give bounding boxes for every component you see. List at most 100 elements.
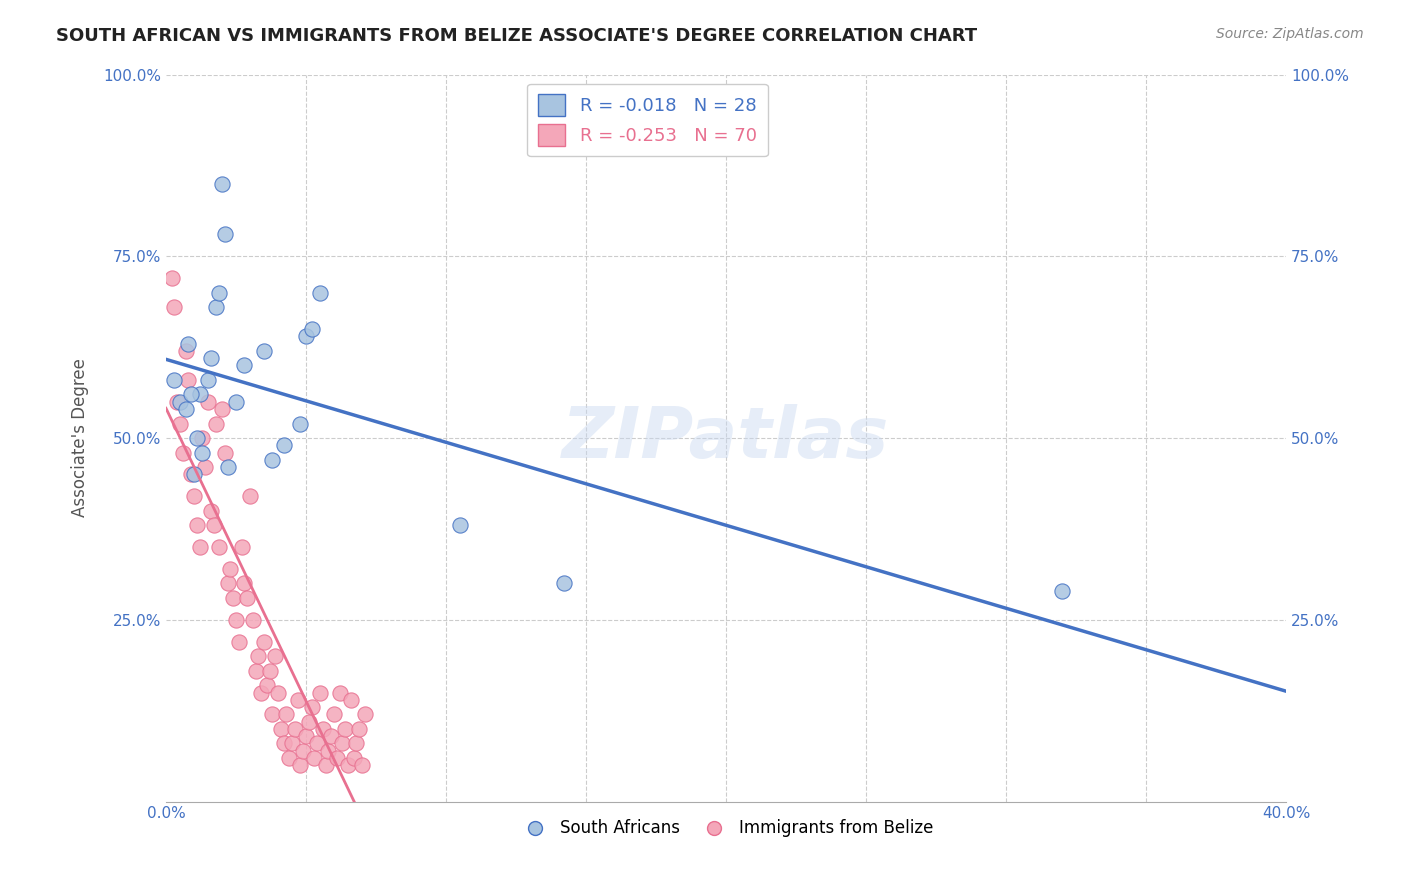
Legend: South Africans, Immigrants from Belize: South Africans, Immigrants from Belize: [512, 813, 939, 844]
Y-axis label: Associate's Degree: Associate's Degree: [72, 359, 89, 517]
Point: [290, 758, 312, 772]
Point: [160, 271, 183, 285]
Point: [177, 373, 200, 387]
Point: [250, 685, 273, 699]
Point: [256, 678, 278, 692]
Point: [1050, 583, 1073, 598]
Point: [321, 729, 343, 743]
Point: [332, 736, 354, 750]
Point: [180, 387, 202, 401]
Point: [228, 634, 250, 648]
Point: [326, 751, 349, 765]
Point: [180, 467, 202, 482]
Point: [231, 540, 253, 554]
Point: [553, 576, 575, 591]
Point: [186, 431, 208, 445]
Point: [262, 453, 284, 467]
Point: [259, 664, 281, 678]
Point: [225, 613, 247, 627]
Point: [323, 707, 346, 722]
Point: [205, 300, 228, 314]
Point: [301, 322, 323, 336]
Point: [309, 685, 332, 699]
Point: [264, 649, 287, 664]
Point: [233, 576, 256, 591]
Point: [267, 685, 290, 699]
Point: [208, 540, 231, 554]
Point: [208, 285, 231, 300]
Point: [287, 693, 309, 707]
Point: [219, 562, 242, 576]
Point: [166, 394, 188, 409]
Point: [211, 401, 233, 416]
Point: [295, 329, 318, 343]
Point: [318, 744, 340, 758]
Point: [191, 431, 214, 445]
Point: [350, 758, 373, 772]
Point: [233, 359, 256, 373]
Point: [172, 445, 194, 459]
Point: [344, 736, 367, 750]
Point: [197, 373, 219, 387]
Point: [163, 373, 186, 387]
Point: [188, 387, 211, 401]
Point: [273, 736, 295, 750]
Point: [253, 343, 276, 358]
Point: [347, 722, 370, 736]
Point: [284, 722, 307, 736]
Point: [307, 736, 329, 750]
Point: [183, 467, 205, 482]
Point: [253, 634, 276, 648]
Point: [270, 722, 292, 736]
Point: [315, 758, 337, 772]
Point: [245, 664, 267, 678]
Point: [217, 576, 239, 591]
Text: Source: ZipAtlas.com: Source: ZipAtlas.com: [1216, 27, 1364, 41]
Point: [214, 227, 236, 242]
Point: [290, 417, 312, 431]
Point: [278, 751, 301, 765]
Point: [163, 300, 186, 314]
Text: ZIPatlas: ZIPatlas: [562, 403, 890, 473]
Point: [225, 394, 247, 409]
Point: [339, 693, 361, 707]
Point: [217, 460, 239, 475]
Point: [194, 460, 217, 475]
Point: [183, 489, 205, 503]
Point: [298, 714, 321, 729]
Point: [276, 707, 298, 722]
Text: SOUTH AFRICAN VS IMMIGRANTS FROM BELIZE ASSOCIATE'S DEGREE CORRELATION CHART: SOUTH AFRICAN VS IMMIGRANTS FROM BELIZE …: [56, 27, 977, 45]
Point: [295, 729, 318, 743]
Point: [191, 445, 214, 459]
Point: [236, 591, 259, 605]
Point: [309, 285, 332, 300]
Point: [239, 489, 262, 503]
Point: [242, 613, 264, 627]
Point: [292, 744, 315, 758]
Point: [342, 751, 364, 765]
Point: [449, 518, 471, 533]
Point: [174, 343, 197, 358]
Point: [200, 351, 222, 365]
Point: [301, 700, 323, 714]
Point: [202, 518, 225, 533]
Point: [214, 445, 236, 459]
Point: [211, 177, 233, 191]
Point: [312, 722, 335, 736]
Point: [222, 591, 245, 605]
Point: [205, 417, 228, 431]
Point: [197, 394, 219, 409]
Point: [200, 504, 222, 518]
Point: [353, 707, 375, 722]
Point: [273, 438, 295, 452]
Point: [169, 394, 191, 409]
Point: [262, 707, 284, 722]
Point: [177, 336, 200, 351]
Point: [281, 736, 304, 750]
Point: [188, 540, 211, 554]
Point: [169, 417, 191, 431]
Point: [186, 518, 208, 533]
Point: [174, 401, 197, 416]
Point: [304, 751, 326, 765]
Point: [335, 722, 357, 736]
